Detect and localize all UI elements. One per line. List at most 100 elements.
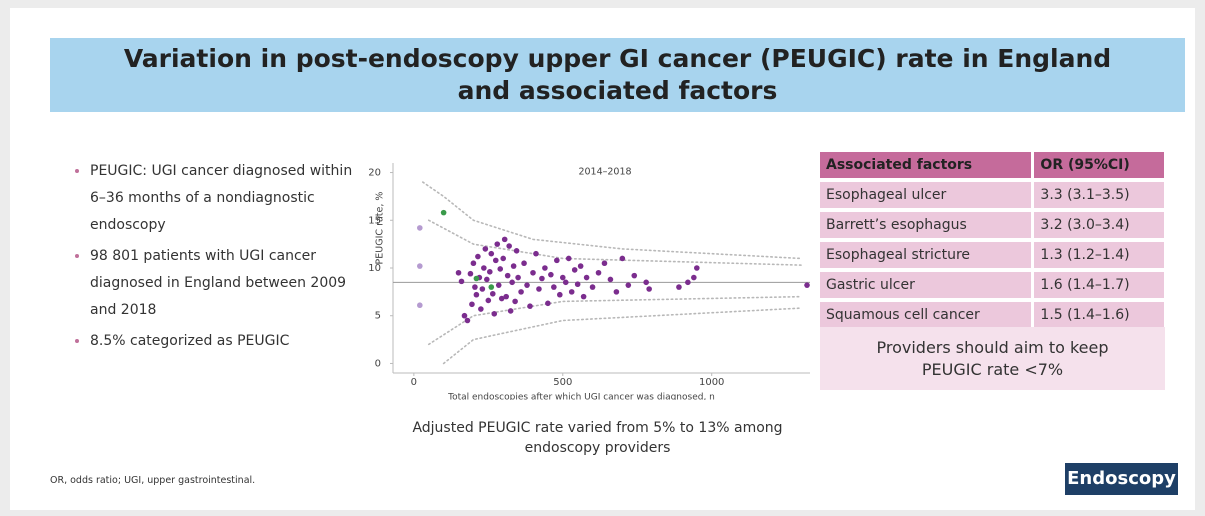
funnel-limit [442, 307, 802, 365]
y-tick-label: 0 [375, 358, 381, 369]
cell: 1.3 (1.2–1.4) [1034, 242, 1167, 268]
point [580, 293, 587, 300]
y-axis-label: PEUGIC rate, % [375, 192, 386, 265]
point [417, 225, 423, 231]
point [510, 263, 517, 269]
bullet: PEUGIC: UGI cancer diagnosed within 6–36… [90, 158, 360, 239]
point [521, 260, 527, 267]
point [487, 269, 493, 275]
point [494, 241, 501, 247]
point [619, 255, 626, 262]
point [485, 297, 492, 304]
funnel-limit [427, 295, 802, 346]
point [470, 260, 477, 267]
point [473, 291, 480, 298]
point [498, 295, 505, 302]
point [595, 269, 602, 276]
point [509, 279, 515, 286]
point [458, 278, 465, 285]
point [479, 286, 486, 292]
point [625, 282, 632, 288]
point [551, 284, 557, 290]
factors-table: Associated factors OR (95%CI) Esophageal … [820, 148, 1167, 332]
point [492, 257, 499, 264]
funnel-limit [421, 181, 802, 260]
point [481, 265, 487, 271]
point [440, 209, 447, 216]
point [513, 248, 520, 254]
point [676, 284, 682, 290]
point [515, 274, 521, 281]
point [565, 255, 572, 262]
point [542, 265, 548, 271]
callout: Providers should aim to keep PEUGIC rate… [820, 327, 1165, 390]
title: Variation in post-endoscopy upper GI can… [123, 44, 1112, 105]
point [646, 286, 652, 292]
cell: Esophageal stricture [820, 242, 1035, 268]
point [583, 274, 590, 281]
point [804, 282, 810, 288]
cell: Gastric ulcer [820, 272, 1035, 298]
point [691, 274, 697, 281]
point [574, 281, 581, 288]
point [694, 265, 700, 271]
point [568, 289, 575, 295]
y-tick-label: 10 [368, 263, 381, 274]
x-tick-label: 0 [411, 377, 417, 388]
cell: Barrett’s esophagus [820, 212, 1035, 238]
point [518, 289, 524, 295]
header-cell: OR (95%CI) [1034, 152, 1167, 178]
funnel-limit [427, 219, 802, 266]
point [455, 269, 462, 276]
bullet: 8.5% categorized as PEUGIC [90, 328, 360, 355]
point [495, 282, 502, 288]
point [500, 255, 507, 262]
chart: 0 5 10 15 20 0 500 1000 Total endoscopies after … [368, 163, 810, 400]
point [461, 312, 468, 319]
point [473, 275, 480, 282]
point [533, 250, 539, 257]
y-tick-label: 5 [375, 311, 381, 322]
point [467, 270, 474, 277]
point [539, 275, 545, 282]
point [530, 269, 536, 276]
bullet-list: PEUGIC: UGI cancer diagnosed within 6–36… [70, 158, 360, 359]
point [589, 284, 596, 290]
point [548, 271, 554, 278]
point [643, 279, 649, 286]
point [571, 267, 578, 273]
point [607, 276, 614, 283]
x-tick-label: 500 [553, 377, 572, 388]
point [488, 284, 495, 290]
point [557, 291, 563, 298]
card: Variation in post-endoscopy upper GI can… [10, 8, 1195, 510]
logo: Endoscopy [1065, 463, 1178, 495]
callout-text: Providers should aim to keep PEUGIC rate… [876, 337, 1109, 379]
cell: Squamous cell cancer [820, 302, 1035, 328]
point [417, 302, 423, 309]
point [536, 286, 542, 292]
point [484, 276, 490, 283]
point [545, 300, 551, 307]
point [464, 317, 471, 324]
cell: Esophageal ulcer [820, 182, 1035, 208]
point [601, 260, 608, 267]
point [507, 308, 514, 314]
point [497, 266, 504, 272]
header-cell: Associated factors [820, 152, 1035, 178]
point [491, 311, 498, 317]
point [685, 279, 691, 286]
cell: 3.3 (3.1–3.5) [1034, 182, 1167, 208]
point [417, 263, 423, 269]
point [613, 289, 620, 295]
point [472, 284, 478, 290]
point [504, 272, 511, 279]
chart-title: 2014–2018 [578, 167, 631, 178]
y-tick-label: 15 [368, 215, 381, 226]
point [475, 253, 481, 260]
point [501, 236, 508, 243]
footnote: OR, odds ratio; UGI, upper gastrointesti… [50, 475, 256, 486]
point [489, 290, 496, 297]
point [577, 263, 584, 269]
